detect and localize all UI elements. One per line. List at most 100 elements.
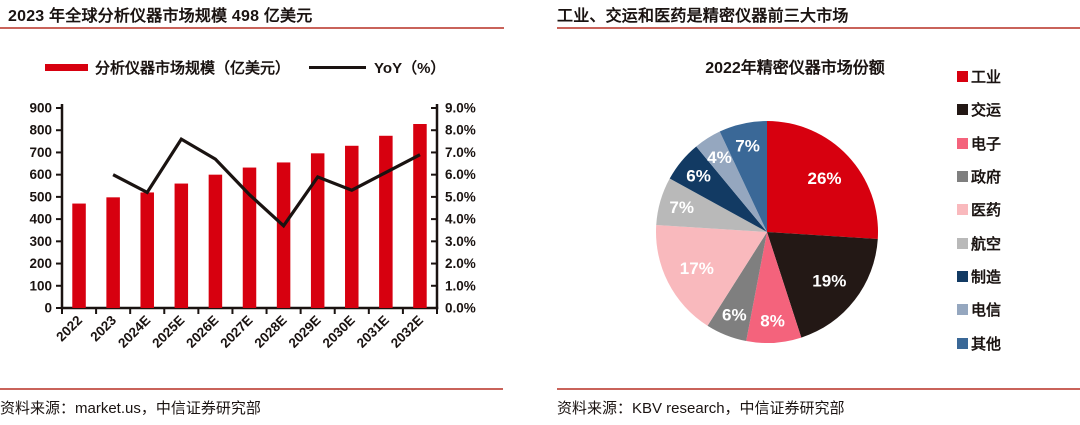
pie-chart-title: 2022年精密仪器市场份额 — [705, 60, 885, 77]
left-panel-title: 2023 年全球分析仪器市场规模 498 亿美元 — [8, 8, 313, 25]
x-axis-label-2029E: 2029E — [286, 313, 324, 351]
right-axis-tick-label: 4.0% — [445, 212, 476, 227]
left-source-rule — [0, 388, 503, 390]
bar-2025E — [174, 183, 189, 308]
bar-2032E — [413, 124, 427, 308]
pie-legend-item-政府: 政府 — [957, 160, 1001, 193]
bar-2027E — [242, 167, 257, 308]
pie-slice-医药 — [656, 225, 767, 326]
pie-legend-item-电子: 电子 — [957, 127, 1001, 160]
bar-series-swatch — [45, 64, 88, 71]
bar-2030E — [345, 145, 359, 308]
bar-2024E — [140, 192, 154, 308]
legend-swatch-医药 — [957, 204, 968, 216]
right-axis-tick-label: 9.0% — [445, 101, 476, 116]
x-axis-label-2025E: 2025E — [149, 313, 187, 351]
pie-slice-制造 — [669, 146, 767, 232]
pie-slice-value-电信: 4% — [707, 148, 732, 167]
pie-slice-value-政府: 6% — [722, 306, 747, 325]
bar-line-chart: 0 100 200 300 400 500 600 700 800 900 0.0% 1.0% 2.0%… — [29, 101, 476, 351]
pie-slice-value-航空: 7% — [669, 198, 694, 217]
pie-slice-value-工业: 26% — [807, 169, 841, 188]
combo-chart-legend: 分析仪器市场规模（亿美元） YoY（%） — [45, 57, 445, 78]
pie-slice-电信 — [696, 131, 767, 232]
pie-legend-item-制造: 制造 — [957, 260, 1001, 293]
left-axis-tick-label: 300 — [29, 234, 52, 249]
left-axis-tick-label: 600 — [29, 167, 52, 182]
right-axis-tick-label: 1.0% — [445, 278, 476, 293]
pie-legend-item-其他: 其他 — [957, 326, 1001, 359]
pie-legend-item-交运: 交运 — [957, 93, 1001, 126]
legend-label-工业: 工业 — [971, 69, 1002, 87]
x-axis-label-2024E: 2024E — [115, 313, 153, 351]
left-axis-tick-label: 0 — [44, 301, 52, 316]
left-axis-tick-label: 700 — [29, 145, 52, 160]
legend-label-医药: 医药 — [971, 202, 1002, 220]
legend-swatch-航空 — [957, 237, 968, 249]
legend-label-航空: 航空 — [971, 235, 1002, 253]
legend-swatch-电信 — [957, 304, 968, 316]
legend-label-其他: 其他 — [971, 335, 1002, 353]
right-source: 资料来源：KBV research，中信证券研究部 — [557, 400, 845, 417]
right-title-underline — [557, 27, 1080, 29]
bar-2026E — [208, 174, 223, 308]
pie-slice-value-制造: 6% — [686, 166, 711, 185]
right-axis-tick-label: 0.0% — [445, 301, 476, 316]
pie-slice-value-电子: 8% — [760, 312, 785, 331]
bar-2029E — [310, 153, 325, 308]
bar-2028E — [276, 162, 291, 308]
line-series-swatch — [309, 66, 367, 69]
legend-swatch-制造 — [957, 270, 968, 282]
x-axis-label-2027E: 2027E — [217, 313, 255, 351]
pie-slice-航空 — [656, 178, 767, 232]
legend-label-交运: 交运 — [971, 102, 1002, 120]
legend-swatch-其他 — [957, 337, 968, 349]
pie-legend-item-电信: 电信 — [957, 293, 1001, 326]
right-source-rule — [557, 388, 1080, 390]
left-axis-tick-label: 500 — [29, 189, 52, 204]
pie-legend: 工业交运电子政府医药航空制造电信其他 — [957, 60, 1001, 360]
legend-label-电信: 电信 — [971, 302, 1002, 320]
x-axis-label-2022: 2022 — [53, 313, 85, 345]
right-axis-tick-label: 8.0% — [445, 123, 476, 138]
yoy-line — [112, 136, 421, 229]
left-source: 资料来源：market.us，中信证券研究部 — [0, 400, 261, 417]
pie-slice-value-交运: 19% — [812, 271, 846, 290]
pie-slice-交运 — [767, 232, 878, 338]
pie-slice-电子 — [746, 232, 802, 343]
left-axis-tick-label: 400 — [29, 212, 52, 227]
pie-slice-政府 — [707, 232, 767, 342]
pie-legend-item-医药: 医药 — [957, 193, 1001, 226]
pie-slice-value-医药: 17% — [680, 259, 714, 278]
pie-chart: 26%19%8%6%17%7%6%4%7% — [656, 121, 878, 343]
pie-slice-value-其他: 7% — [735, 136, 760, 155]
left-title-underline — [0, 27, 504, 29]
legend-swatch-工业 — [957, 71, 968, 83]
pie-slice-工业 — [767, 121, 878, 239]
line-series-label: YoY（%） — [374, 60, 446, 77]
legend-label-电子: 电子 — [971, 135, 1002, 153]
right-panel-title: 工业、交运和医药是精密仪器前三大市场 — [557, 8, 849, 25]
legend-swatch-交运 — [957, 104, 968, 116]
right-axis-tick-label: 5.0% — [445, 189, 476, 204]
legend-swatch-政府 — [957, 171, 968, 183]
bar-2022 — [72, 203, 86, 308]
right-axis-tick-label: 2.0% — [445, 256, 476, 271]
pie-legend-item-工业: 工业 — [957, 60, 1001, 93]
bar-series-label: 分析仪器市场规模（亿美元） — [95, 60, 291, 77]
pie-legend-item-航空: 航空 — [957, 226, 1001, 259]
x-axis-label-2031E: 2031E — [354, 313, 392, 351]
left-axis-tick-label: 200 — [29, 256, 52, 271]
x-axis-label-2028E: 2028E — [251, 313, 289, 351]
legend-label-制造: 制造 — [971, 268, 1002, 286]
pie-slice-其他 — [719, 121, 767, 232]
right-axis-tick-label: 3.0% — [445, 234, 476, 249]
right-axis-tick-label: 6.0% — [445, 167, 476, 182]
right-axis-tick-label: 7.0% — [445, 145, 476, 160]
x-axis-label-2032E: 2032E — [388, 313, 426, 351]
left-axis-tick-label: 900 — [29, 101, 52, 116]
legend-label-政府: 政府 — [971, 169, 1002, 187]
legend-swatch-电子 — [957, 137, 968, 149]
bar-2031E — [379, 135, 393, 308]
